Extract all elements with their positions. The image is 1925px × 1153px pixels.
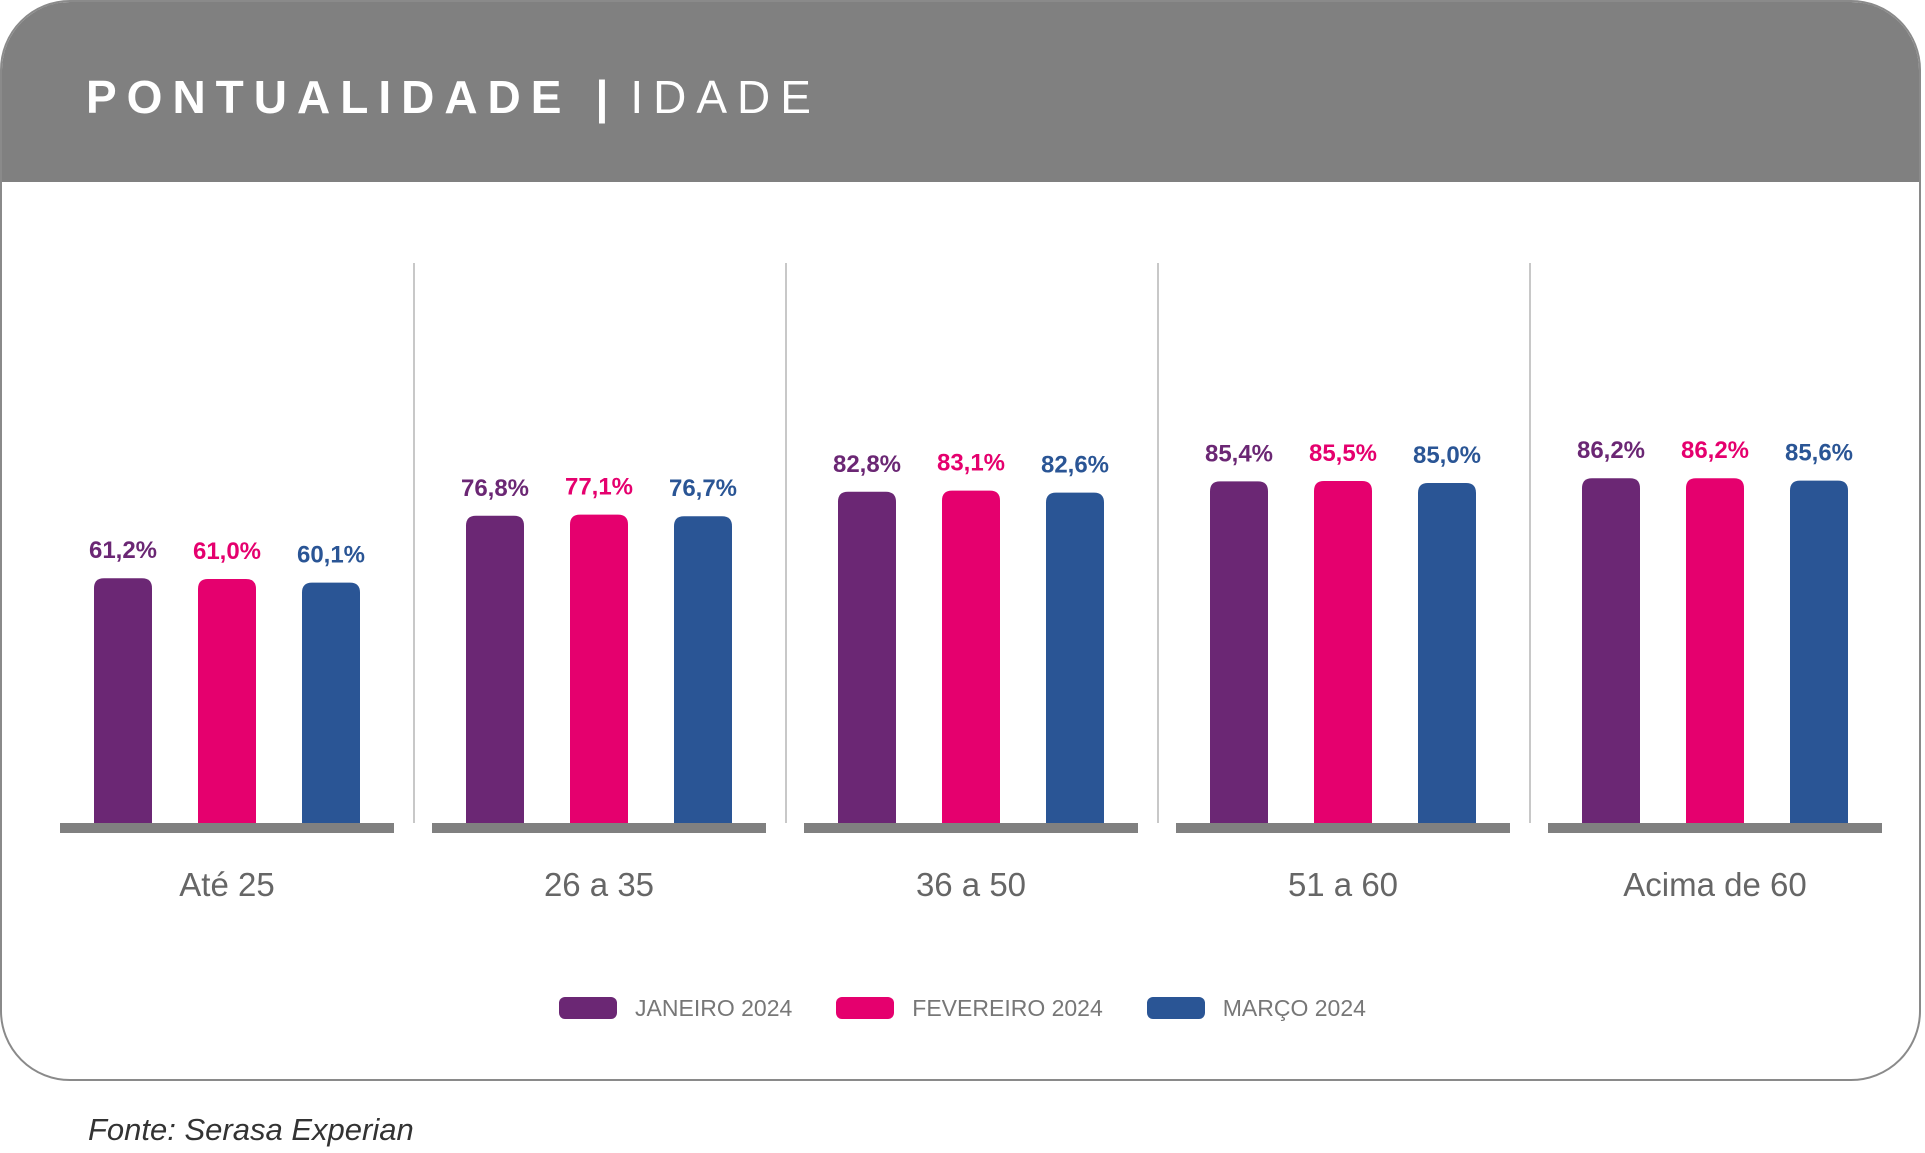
legend-label-marco: MARÇO 2024 bbox=[1222, 994, 1366, 1021]
chart-title: PONTUALIDADE | IDADE bbox=[86, 68, 821, 126]
bar bbox=[1790, 480, 1848, 823]
legend-label-fevereiro: FEVEREIRO 2024 bbox=[912, 994, 1103, 1021]
title-separator: | bbox=[595, 71, 609, 123]
category-label: Até 25 bbox=[179, 866, 274, 903]
bar bbox=[1314, 481, 1372, 823]
legend-label-janeiro: JANEIRO 2024 bbox=[635, 994, 793, 1021]
bar bbox=[1582, 478, 1640, 823]
group-axis bbox=[1548, 823, 1882, 833]
bar bbox=[838, 491, 896, 823]
legend-item-marco: MARÇO 2024 bbox=[1146, 994, 1366, 1022]
data-label: 85,4% bbox=[1205, 440, 1273, 467]
data-label: 76,8% bbox=[461, 475, 529, 502]
bar bbox=[1686, 478, 1744, 823]
group-axis bbox=[432, 823, 766, 833]
group-axis bbox=[1176, 823, 1510, 833]
category-label: Acima de 60 bbox=[1623, 866, 1806, 903]
category-label: 26 a 35 bbox=[544, 866, 654, 903]
data-label: 82,6% bbox=[1041, 452, 1109, 479]
title-subtitle: IDADE bbox=[630, 71, 821, 123]
data-label: 85,0% bbox=[1413, 442, 1481, 469]
bar bbox=[674, 516, 732, 823]
data-label: 85,6% bbox=[1785, 440, 1853, 467]
data-label: 85,5% bbox=[1309, 440, 1377, 467]
legend-item-fevereiro: FEVEREIRO 2024 bbox=[836, 994, 1103, 1022]
title-main: PONTUALIDADE bbox=[86, 71, 572, 123]
bar bbox=[570, 514, 628, 823]
bar bbox=[198, 579, 256, 823]
data-label: 60,1% bbox=[297, 542, 365, 569]
data-label: 61,0% bbox=[193, 538, 261, 565]
bar bbox=[1210, 481, 1268, 823]
bar bbox=[1046, 492, 1104, 823]
data-label: 83,1% bbox=[937, 450, 1005, 477]
bar bbox=[302, 582, 360, 823]
bar bbox=[466, 515, 524, 823]
data-label: 76,7% bbox=[669, 475, 737, 502]
card-header: PONTUALIDADE | IDADE bbox=[2, 2, 1919, 182]
data-label: 86,2% bbox=[1681, 437, 1749, 464]
legend-item-janeiro: JANEIRO 2024 bbox=[559, 995, 792, 1022]
group-axis bbox=[60, 823, 394, 833]
bar-chart: 61,2% 61,0% 60,1% Até 25 76,8% 77,1% 76,7% 26 a… bbox=[60, 263, 1882, 903]
legend-swatch-janeiro bbox=[559, 997, 618, 1019]
legend-swatch-fevereiro bbox=[836, 997, 895, 1019]
data-label: 77,1% bbox=[565, 474, 633, 501]
category-label: 36 a 50 bbox=[916, 866, 1026, 903]
bar bbox=[942, 490, 1000, 823]
bar bbox=[94, 578, 152, 823]
category-label: 51 a 60 bbox=[1288, 866, 1398, 903]
chart-legend: JANEIRO 2024 FEVEREIRO 2024 MARÇO 2024 bbox=[0, 988, 1925, 1028]
legend-swatch-marco bbox=[1146, 997, 1205, 1019]
data-label: 82,8% bbox=[833, 451, 901, 478]
group-axis bbox=[804, 823, 1138, 833]
source-note: Fonte: Serasa Experian bbox=[88, 1112, 414, 1147]
data-label: 86,2% bbox=[1577, 437, 1645, 464]
data-label: 61,2% bbox=[89, 537, 157, 564]
bar bbox=[1418, 483, 1476, 823]
